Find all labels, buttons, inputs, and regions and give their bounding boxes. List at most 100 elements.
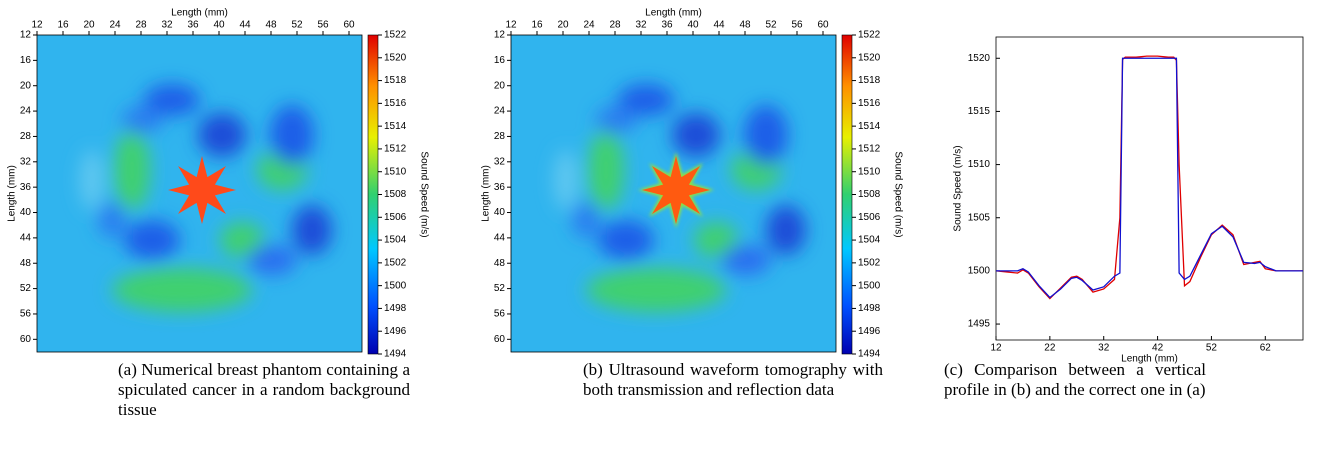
y-tick-label: 56 <box>494 309 506 320</box>
x-tick-label: 52 <box>1206 343 1218 354</box>
colorbar-tick-label: 1510 <box>858 166 881 177</box>
colorbar-tick-label: 1494 <box>858 349 881 360</box>
x-tick-label: 56 <box>317 20 329 31</box>
tissue-blob <box>292 205 332 255</box>
y-tick-label: 12 <box>20 30 32 41</box>
image <box>37 35 362 352</box>
colorbar-tick-label: 1522 <box>858 30 881 41</box>
figure: 12 16 20 24 28 32 36 40 44 48 52 56 60 12 16 20 24 28 32 36… <box>0 0 1319 456</box>
x-tick-label: 52 <box>291 20 303 31</box>
x-tick-label: 20 <box>557 20 569 31</box>
y-tick-label: 48 <box>494 258 506 269</box>
x-tick-label: 40 <box>213 20 225 31</box>
tissue-blob <box>744 105 788 165</box>
colorbar-tick-label: 1500 <box>858 280 881 291</box>
colorbar <box>368 35 378 354</box>
x-tick-label: 16 <box>531 20 543 31</box>
y-tick-label: 1505 <box>968 212 991 223</box>
y-tick-label: 52 <box>494 283 506 294</box>
colorbar-tick-label: 1510 <box>384 166 407 177</box>
x-tick-label: 60 <box>817 20 829 31</box>
x-tick-label: 36 <box>187 20 199 31</box>
y-tick-label: 44 <box>494 233 506 244</box>
profile-line <box>996 56 1303 298</box>
x-tick-label: 44 <box>713 20 725 31</box>
x-tick-label: 32 <box>635 20 647 31</box>
colorbar-tick-label: 1500 <box>384 280 407 291</box>
colorbar-tick-label: 1516 <box>384 98 407 109</box>
y-tick-label: 36 <box>20 182 32 193</box>
tissue-blob <box>112 268 252 312</box>
x-tick-label: 24 <box>583 20 595 31</box>
colorbar-tick-label: 1494 <box>384 349 407 360</box>
colorbar-tick-label: 1502 <box>384 257 407 268</box>
x-tick-label: 32 <box>161 20 173 31</box>
x-tick-label: 52 <box>765 20 777 31</box>
colorbar-tick-label: 1506 <box>384 212 407 223</box>
y-tick-label: 16 <box>494 55 506 66</box>
colorbar-tick-label: 1498 <box>858 303 881 314</box>
y-tick-label: 20 <box>20 80 32 91</box>
x-tick-label: 20 <box>83 20 95 31</box>
tissue-blob <box>598 220 654 260</box>
y-tick-label: 24 <box>494 106 506 117</box>
colorbar-tick-label: 1504 <box>858 235 881 246</box>
x-tick-label: 48 <box>739 20 751 31</box>
x-tick-label: 24 <box>109 20 121 31</box>
colorbar <box>842 35 852 354</box>
colorbar-tick-label: 1502 <box>858 257 881 268</box>
colorbar-tick-label: 1520 <box>858 52 881 63</box>
x-tick-label: 16 <box>57 20 69 31</box>
y-tick-label: 40 <box>494 207 506 218</box>
x-tick-label: 36 <box>661 20 673 31</box>
colorbar-tick-label: 1516 <box>858 98 881 109</box>
y-tick-label: 20 <box>494 80 506 91</box>
y-tick-label: 16 <box>20 55 32 66</box>
y-tick-label: 60 <box>20 334 32 345</box>
colorbar-label: Sound Speed (m/s) <box>892 151 903 237</box>
colorbar-tick-label: 1508 <box>384 189 407 200</box>
y-tick-label: 44 <box>20 233 32 244</box>
colorbar-tick-label: 1498 <box>384 303 407 314</box>
tumor <box>642 156 710 224</box>
y-axis-label: Length (mm) <box>7 165 18 222</box>
x-tick-label: 40 <box>687 20 699 31</box>
tissue-blob <box>122 106 162 134</box>
x-tick-label: 22 <box>1044 343 1056 354</box>
tissue-blob <box>198 113 246 157</box>
colorbar-tick-label: 1514 <box>384 121 407 132</box>
tissue-blob <box>672 113 720 157</box>
colorbar-tick-label: 1496 <box>384 326 407 337</box>
x-tick-label: 28 <box>135 20 147 31</box>
x-tick-label: 56 <box>791 20 803 31</box>
tissue-blob <box>124 220 180 260</box>
y-tick-label: 56 <box>20 309 32 320</box>
tissue-blob <box>586 268 726 312</box>
colorbar-tick-label: 1512 <box>384 144 407 155</box>
tissue-blob <box>588 130 624 210</box>
y-axis-label: Sound Speed (m/s) <box>953 145 964 231</box>
y-tick-label: 32 <box>20 156 32 167</box>
y-tick-label: 28 <box>494 131 506 142</box>
tissue-blob <box>98 202 126 238</box>
tissue-blob <box>721 245 771 275</box>
colorbar-tick-label: 1512 <box>858 144 881 155</box>
tissue-blob <box>247 245 297 275</box>
caption: (a) Numerical breast phantom containing … <box>118 360 410 420</box>
colorbar-tick-label: 1514 <box>858 121 881 132</box>
tissue-blob <box>554 150 578 210</box>
x-tick-label: 44 <box>239 20 251 31</box>
colorbar-tick-label: 1518 <box>858 75 881 86</box>
y-tick-label: 32 <box>494 156 506 167</box>
frame <box>996 37 1303 340</box>
y-tick-label: 1515 <box>968 106 991 117</box>
y-tick-label: 1495 <box>968 319 991 330</box>
x-axis-label: Length (mm) <box>171 8 228 19</box>
x-tick-label: 12 <box>505 20 517 31</box>
x-tick-label: 32 <box>1098 343 1110 354</box>
caption: (c) Comparison between a vertical profil… <box>944 360 1206 400</box>
y-tick-label: 60 <box>494 334 506 345</box>
tissue-blob <box>80 150 104 210</box>
tissue-blob <box>270 105 314 165</box>
x-tick-label: 48 <box>265 20 277 31</box>
